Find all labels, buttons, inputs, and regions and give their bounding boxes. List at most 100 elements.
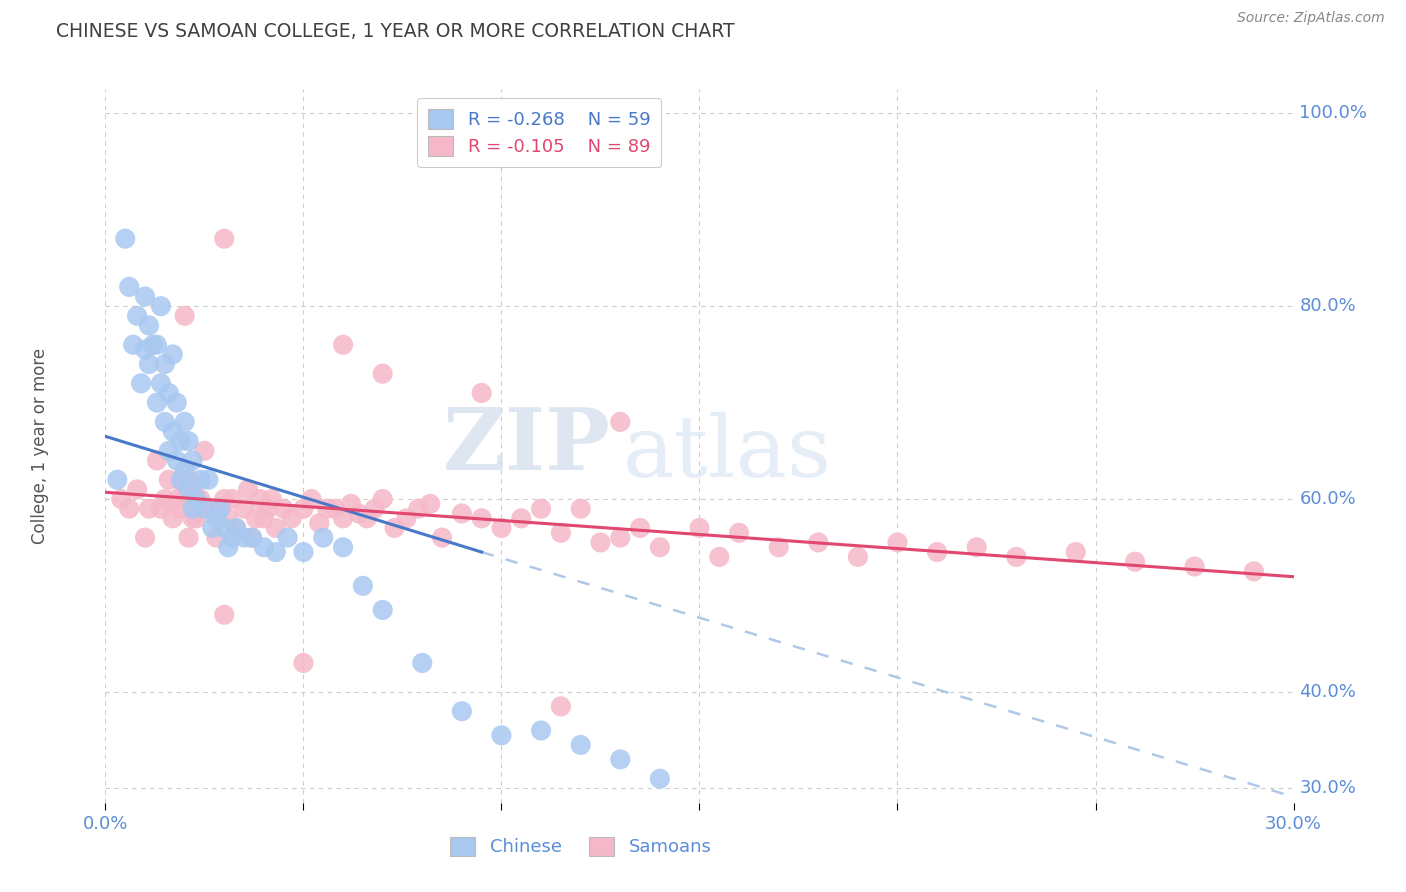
Point bbox=[205, 531, 228, 545]
Point bbox=[340, 497, 363, 511]
Point bbox=[292, 501, 315, 516]
Point bbox=[214, 607, 236, 622]
Point bbox=[166, 453, 188, 467]
Point bbox=[221, 491, 243, 506]
Point bbox=[332, 337, 354, 351]
Point bbox=[491, 728, 513, 742]
Text: ZIP: ZIP bbox=[443, 404, 610, 488]
Point bbox=[177, 483, 200, 497]
Text: 60.0%: 60.0% bbox=[1299, 490, 1357, 508]
Point bbox=[364, 501, 387, 516]
Point bbox=[253, 511, 276, 525]
Text: College, 1 year or more: College, 1 year or more bbox=[31, 348, 49, 544]
Point bbox=[181, 453, 204, 467]
Point bbox=[648, 541, 671, 555]
Point bbox=[236, 483, 259, 497]
Point bbox=[569, 501, 592, 516]
Point bbox=[146, 395, 169, 409]
Point bbox=[173, 309, 195, 323]
Point bbox=[173, 483, 195, 497]
Point bbox=[530, 501, 553, 516]
Point bbox=[323, 501, 346, 516]
Point bbox=[312, 531, 335, 545]
Point bbox=[129, 376, 152, 391]
Point bbox=[1064, 545, 1087, 559]
Point bbox=[609, 531, 631, 545]
Point bbox=[105, 473, 128, 487]
Point bbox=[256, 501, 278, 516]
Point bbox=[162, 347, 184, 361]
Point bbox=[886, 535, 908, 549]
Point bbox=[408, 501, 430, 516]
Point bbox=[114, 232, 136, 246]
Text: 30.0%: 30.0% bbox=[1299, 780, 1357, 797]
Point bbox=[134, 531, 156, 545]
Point bbox=[217, 511, 239, 525]
Text: 40.0%: 40.0% bbox=[1299, 683, 1357, 701]
Point bbox=[209, 501, 232, 516]
Point bbox=[162, 511, 184, 525]
Point bbox=[166, 491, 188, 506]
Point bbox=[292, 656, 315, 670]
Point bbox=[253, 541, 276, 555]
Point bbox=[550, 699, 572, 714]
Point bbox=[550, 525, 572, 540]
Point bbox=[709, 549, 731, 564]
Point bbox=[127, 483, 149, 497]
Point bbox=[471, 511, 494, 525]
Point bbox=[347, 507, 370, 521]
Point bbox=[648, 772, 671, 786]
Point bbox=[153, 491, 176, 506]
Point bbox=[352, 579, 374, 593]
Point bbox=[225, 521, 247, 535]
Point bbox=[138, 357, 160, 371]
Point bbox=[628, 521, 651, 535]
Point bbox=[142, 337, 165, 351]
Text: 80.0%: 80.0% bbox=[1299, 297, 1357, 315]
Point bbox=[966, 541, 988, 555]
Point bbox=[181, 483, 204, 497]
Point bbox=[134, 289, 156, 303]
Point bbox=[190, 491, 212, 506]
Point bbox=[316, 501, 339, 516]
Point bbox=[728, 525, 751, 540]
Point bbox=[149, 299, 172, 313]
Point bbox=[233, 531, 256, 545]
Point bbox=[157, 473, 180, 487]
Point bbox=[138, 318, 160, 333]
Point bbox=[193, 501, 215, 516]
Point bbox=[249, 491, 271, 506]
Point bbox=[371, 367, 394, 381]
Text: Source: ZipAtlas.com: Source: ZipAtlas.com bbox=[1237, 11, 1385, 25]
Point bbox=[240, 531, 263, 545]
Point bbox=[181, 501, 204, 516]
Point bbox=[177, 473, 200, 487]
Point bbox=[146, 453, 169, 467]
Point bbox=[1005, 549, 1028, 564]
Point bbox=[225, 521, 247, 535]
Point bbox=[201, 521, 224, 535]
Point bbox=[214, 521, 236, 535]
Point bbox=[173, 463, 195, 477]
Point bbox=[166, 395, 188, 409]
Point bbox=[153, 415, 176, 429]
Point bbox=[186, 491, 208, 506]
Point bbox=[201, 501, 224, 516]
Point bbox=[127, 309, 149, 323]
Point bbox=[170, 434, 193, 449]
Point bbox=[569, 738, 592, 752]
Point bbox=[1184, 559, 1206, 574]
Text: 100.0%: 100.0% bbox=[1299, 104, 1368, 122]
Point bbox=[308, 516, 330, 530]
Point bbox=[138, 501, 160, 516]
Point bbox=[146, 337, 169, 351]
Point bbox=[419, 497, 441, 511]
Point bbox=[450, 507, 472, 521]
Point bbox=[240, 531, 263, 545]
Point bbox=[177, 434, 200, 449]
Point bbox=[157, 386, 180, 401]
Point bbox=[149, 376, 172, 391]
Point bbox=[430, 531, 453, 545]
Point bbox=[221, 531, 243, 545]
Point bbox=[332, 511, 354, 525]
